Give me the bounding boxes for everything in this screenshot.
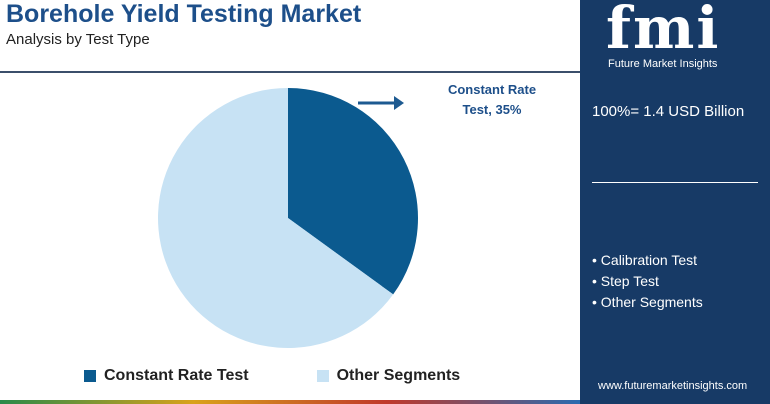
legend-swatch — [84, 370, 96, 382]
legend-swatch — [316, 370, 329, 382]
logo: fmi — [606, 0, 721, 62]
side-panel: fmi Future Market Insights 100%= 1.4 USD… — [580, 0, 770, 404]
divider — [592, 182, 758, 183]
value-label: Constant Rate Test, 35% — [447, 82, 537, 117]
legend-item: Other Segments — [316, 367, 461, 385]
segment-item: Other Segments — [592, 292, 703, 313]
arrow-head — [394, 96, 404, 110]
legend: Constant Rate Test Other Segments — [84, 367, 460, 385]
legend-label: Other Segments — [336, 367, 461, 384]
logo-caption: Future Market Insights — [608, 58, 718, 70]
website: www.futuremarketinsights.com — [598, 380, 748, 392]
pie-slice — [157, 88, 394, 348]
segment-item: Calibration Test — [592, 250, 703, 271]
segment-item: Step Test — [592, 271, 703, 292]
divider — [0, 71, 580, 73]
chart-title: Borehole Yield Testing Market — [6, 0, 362, 28]
chart-subtitle: Analysis by Test Type — [6, 31, 150, 48]
market-total: 100%= 1.4 USD Billion — [592, 103, 745, 120]
legend-item: Constant Rate Test — [84, 367, 249, 385]
chart — [157, 88, 418, 348]
pie-slice — [288, 88, 418, 295]
legend-label: Constant Rate Test — [104, 367, 249, 384]
bottom-strip — [0, 400, 580, 404]
